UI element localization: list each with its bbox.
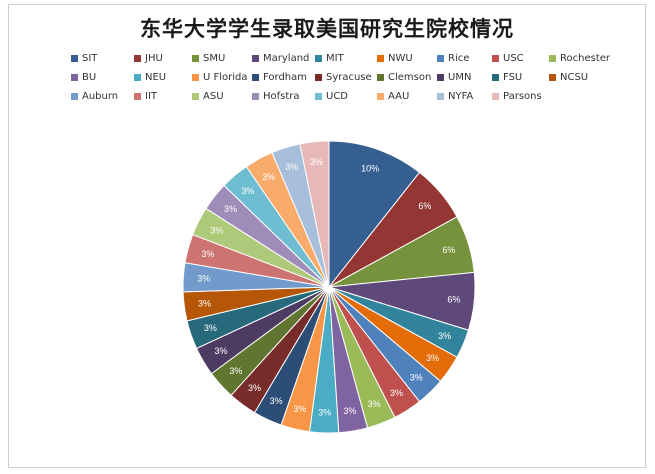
slice-data-label: 3% — [248, 383, 261, 393]
pie-slice-parsons — [299, 140, 330, 288]
legend-label: IIT — [145, 91, 158, 102]
slice-data-label: 3% — [285, 162, 298, 172]
slice-data-label: 3% — [343, 406, 356, 416]
legend-label: Parsons — [503, 91, 542, 102]
legend-label: SIT — [82, 53, 98, 64]
legend-swatch — [492, 93, 499, 100]
legend-label: UMN — [448, 72, 472, 83]
legend-swatch — [437, 55, 444, 62]
legend-label: NEU — [145, 72, 167, 83]
slice-data-label: 3% — [204, 323, 217, 333]
slice-data-label: 3% — [224, 204, 237, 214]
slice-data-label: 3% — [214, 346, 227, 356]
legend-label: USC — [503, 53, 524, 64]
chart-frame: 东华大学学生录取美国研究生院校情况 SIT JHU SMU Maryland MIT NW… — [8, 4, 646, 468]
legend-label: U Florida — [203, 72, 248, 83]
legend-swatch — [192, 74, 199, 81]
slice-data-label: 3% — [293, 404, 306, 414]
slice-data-label: 3% — [310, 157, 323, 167]
legend-label: JHU — [145, 53, 163, 64]
legend-swatch — [549, 55, 556, 62]
legend-swatch — [437, 93, 444, 100]
legend-swatch — [377, 55, 384, 62]
legend-swatch — [71, 55, 78, 62]
slice-data-label: 3% — [201, 249, 214, 259]
slice-data-label: 3% — [197, 274, 210, 284]
legend-swatch — [492, 55, 499, 62]
legend-label: UCD — [326, 91, 349, 102]
legend-swatch — [71, 93, 78, 100]
slice-data-label: 3% — [426, 353, 439, 363]
legend-label: Maryland — [263, 53, 310, 64]
legend-swatch — [315, 93, 322, 100]
pie-chart: 10%6%6%6%3%3%3%3%3%3%3%3%3%3%3%3%3%3%3%3… — [182, 140, 476, 434]
legend-swatch — [315, 74, 322, 81]
legend-label: NWU — [388, 53, 413, 64]
legend-label: BU — [82, 72, 97, 83]
slice-data-label: 3% — [262, 172, 275, 182]
legend-swatch — [549, 74, 556, 81]
legend-label: Rochester — [560, 53, 610, 64]
slice-data-label: 3% — [241, 186, 254, 196]
legend-swatch — [252, 93, 259, 100]
legend-label: ASU — [203, 91, 224, 102]
legend-label: Clemson — [388, 72, 432, 83]
legend-swatch — [134, 93, 141, 100]
legend-label: Syracuse — [326, 72, 372, 83]
legend-swatch — [192, 93, 199, 100]
legend-label: NCSU — [560, 72, 589, 83]
legend-label: NYFA — [448, 91, 474, 102]
pie-slice-sit — [328, 140, 421, 289]
slice-data-label: 3% — [438, 331, 451, 341]
slice-data-label: 3% — [270, 396, 283, 406]
slice-data-label: 3% — [318, 407, 331, 417]
legend-label: SMU — [203, 53, 226, 64]
legend-swatch — [252, 74, 259, 81]
legend-swatch — [252, 55, 259, 62]
slice-data-label: 6% — [442, 245, 455, 255]
legend-swatch — [71, 74, 78, 81]
slice-data-label: 3% — [229, 366, 242, 376]
legend-label: FSU — [503, 72, 523, 83]
legend-swatch — [377, 74, 384, 81]
legend-swatch — [134, 55, 141, 62]
slice-data-label: 6% — [418, 201, 431, 211]
legend-label: Fordham — [263, 72, 308, 83]
legend-label: Hofstra — [263, 91, 300, 102]
slice-data-label: 3% — [390, 388, 403, 398]
legend-swatch — [192, 55, 199, 62]
slice-data-label: 3% — [368, 399, 381, 409]
legend-label: AAU — [388, 91, 410, 102]
slice-data-label: 10% — [361, 163, 379, 173]
legend-swatch — [134, 74, 141, 81]
legend-label: Auburn — [82, 91, 119, 102]
legend-swatch — [315, 55, 322, 62]
legend-swatch — [492, 74, 499, 81]
slice-data-label: 3% — [210, 225, 223, 235]
legend-label: MIT — [326, 53, 344, 64]
slice-data-label: 3% — [410, 372, 423, 382]
legend-swatch — [437, 74, 444, 81]
slice-data-label: 3% — [198, 299, 211, 309]
legend-swatch — [377, 93, 384, 100]
chart-title: 东华大学学生录取美国研究生院校情况 — [140, 16, 514, 41]
slice-data-label: 6% — [447, 295, 460, 305]
legend-label: Rice — [448, 53, 470, 64]
